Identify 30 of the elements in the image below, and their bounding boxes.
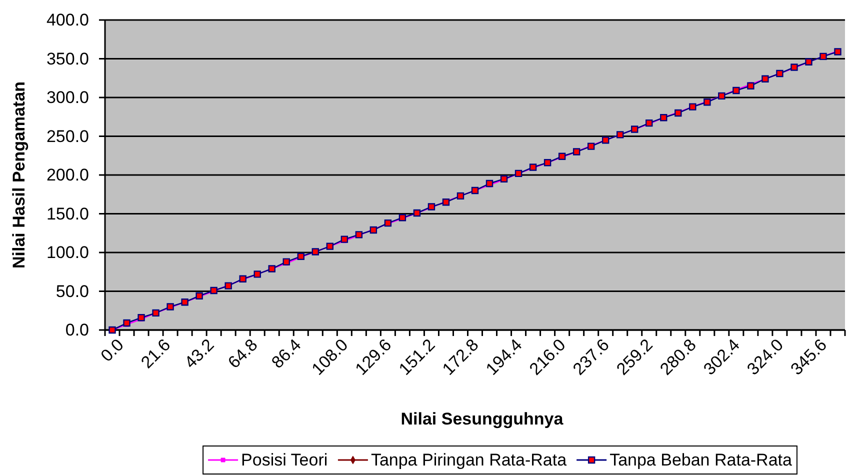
y-tick-label: 250.0 bbox=[46, 126, 89, 146]
x-tick-label: 43.2 bbox=[180, 335, 218, 372]
point bbox=[370, 226, 378, 234]
y-axis-title: Nilai Hasil Pengamatan bbox=[10, 81, 28, 269]
x-tick-label: 86.4 bbox=[268, 335, 305, 372]
point bbox=[210, 286, 218, 294]
legend-label: Tanpa Piringan Rata-Rata bbox=[370, 450, 568, 470]
x-tick-label: 64.8 bbox=[224, 335, 262, 372]
point bbox=[384, 219, 392, 227]
x-tick-label: 0.0 bbox=[97, 335, 128, 366]
point bbox=[340, 236, 348, 243]
y-tick-label: 100.0 bbox=[46, 243, 89, 262]
point bbox=[138, 314, 145, 322]
point bbox=[282, 258, 290, 266]
y-tick-label: 400.0 bbox=[46, 10, 89, 30]
y-tick-label: 150.0 bbox=[46, 204, 89, 224]
y-tick-label: 200.0 bbox=[46, 166, 89, 184]
point bbox=[747, 82, 754, 90]
legend-label: Tanpa Beban Rata-Rata bbox=[610, 450, 793, 470]
y-tick-label: 350.0 bbox=[46, 49, 89, 68]
y-tick-label: 50.0 bbox=[56, 282, 89, 301]
point bbox=[674, 109, 682, 117]
point bbox=[732, 86, 740, 94]
point bbox=[486, 180, 494, 188]
x-axis-title: Nilai Sesungguhnya bbox=[400, 410, 564, 428]
point bbox=[646, 119, 653, 127]
y-tick-label: 0.0 bbox=[65, 320, 89, 340]
legend-label: Posisi Teori bbox=[241, 450, 328, 470]
y-tick-label: 300.0 bbox=[46, 88, 89, 107]
point bbox=[123, 319, 130, 327]
